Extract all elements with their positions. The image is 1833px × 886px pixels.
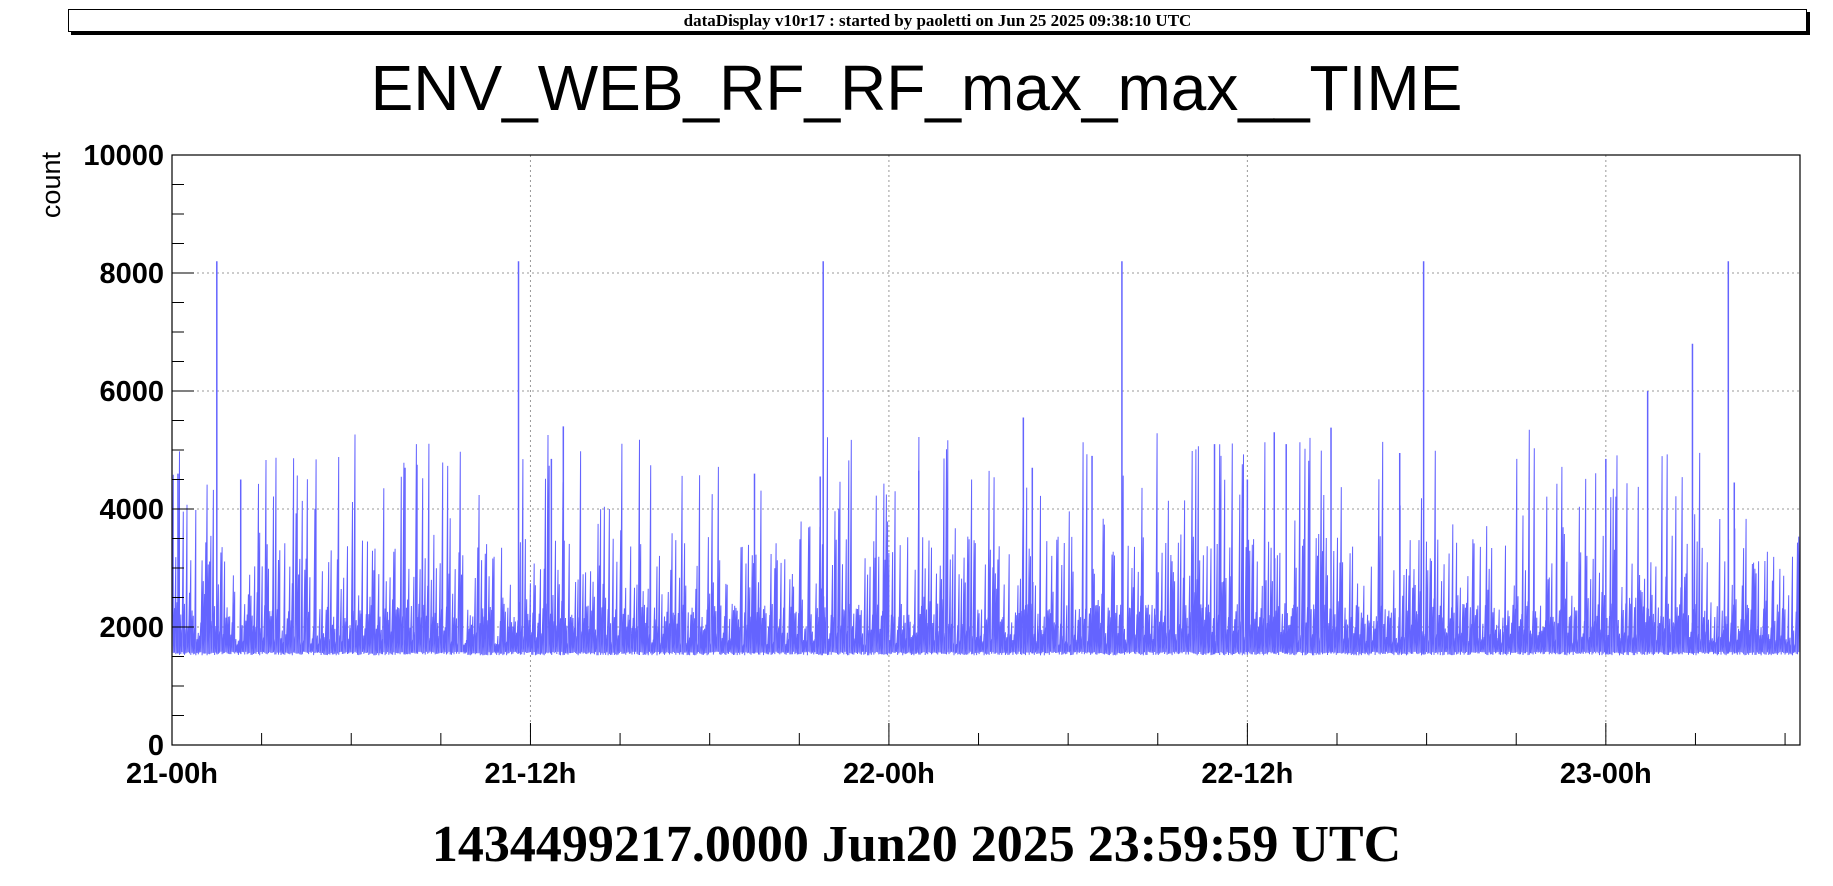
header-box: dataDisplay v10r17 : started by paoletti… [68,9,1807,32]
data-layer [171,261,1801,745]
x-tick-label: 21-00h [126,758,218,790]
y-tick-label: 2000 [99,612,164,644]
y-tick-label: 10000 [83,140,164,172]
axis-layer: 0 2000 4000 6000 8000 10000 21-00h 21-12h 22-00h… [83,140,1801,790]
x-tick-label: 22-12h [1201,758,1293,790]
y-tick-label: 4000 [99,494,164,526]
footer-timestamp: 1434499217.0000 Jun20 2025 23:59:59 UTC [431,816,1402,873]
x-tick-label: 21-12h [485,758,577,790]
chart-title: ENV_WEB_RF_RF_max_max__TIME [370,52,1463,124]
header-text: dataDisplay v10r17 : started by paoletti… [683,11,1192,30]
y-tick-label: 8000 [99,258,164,290]
x-tick-label: 22-00h [843,758,935,790]
x-tick-label: 23-00h [1560,758,1652,790]
y-tick-label: 6000 [99,376,164,408]
y-tick-label: 0 [148,730,164,762]
series-line [171,429,1801,745]
y-axis-title: count [36,152,66,219]
